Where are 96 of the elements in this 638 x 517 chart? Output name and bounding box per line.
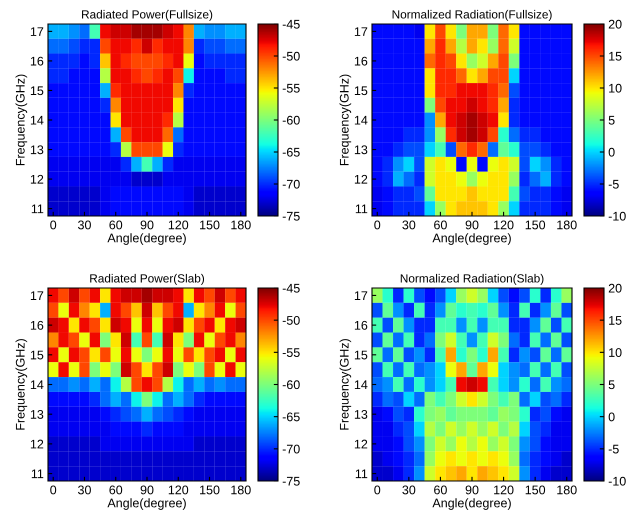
y-tick-label: 13 [354, 410, 368, 419]
color-bar-label: -75 [282, 212, 300, 221]
x-axis-title: Angle(degree) [432, 233, 511, 245]
x-tick-label: 120 [168, 485, 188, 494]
color-bar-label: -70 [282, 444, 300, 454]
chart-title: Normalized Radiation(Fullsize) [392, 10, 552, 21]
y-tick-label: 17 [30, 291, 44, 300]
x-tick-label: 60 [109, 485, 122, 494]
color-bar-label: 5 [608, 380, 615, 390]
y-axis-title: Frequency(GHz) [16, 74, 28, 166]
y-tick-label: 13 [30, 410, 44, 419]
x-tick-label: 120 [168, 220, 188, 230]
y-tick-label: 14 [354, 380, 368, 390]
y-axis-title: Frequency(GHz) [16, 339, 28, 430]
x-tick-label: 60 [109, 220, 122, 230]
color-bar-label: 10 [609, 84, 622, 93]
y-tick-label: 12 [354, 440, 368, 448]
chart-title: Radiated Power(Slab) [90, 274, 204, 285]
x-tick-label: 180 [557, 485, 577, 494]
y-tick-label: 14 [354, 116, 368, 125]
color-bar-label: -75 [282, 476, 300, 486]
y-tick-label: 11 [356, 204, 368, 214]
y-tick-label: 16 [354, 320, 368, 330]
x-tick-label: 180 [231, 485, 251, 494]
y-tick-label: 11 [32, 204, 44, 214]
color-bar-label: -55 [282, 84, 300, 93]
x-tick-label: 0 [50, 220, 56, 230]
y-tick-label: 16 [30, 56, 44, 66]
x-tick-label: 90 [466, 220, 478, 230]
x-tick-label: 180 [557, 220, 577, 230]
x-tick-label: 150 [200, 485, 220, 494]
x-tick-label: 0 [374, 220, 380, 230]
y-tick-label: 17 [30, 27, 44, 36]
y-tick-label: 17 [354, 291, 368, 300]
color-bar-label: -45 [282, 284, 300, 293]
x-tick-label: 30 [78, 220, 91, 230]
y-tick-label: 15 [30, 350, 44, 360]
color-bar-label: -45 [282, 20, 300, 29]
x-tick-label: 0 [374, 485, 380, 494]
y-tick-label: 13 [30, 145, 44, 154]
x-tick-label: 90 [466, 485, 478, 494]
x-tick-label: 90 [140, 485, 154, 494]
color-bar-label: -60 [282, 116, 300, 125]
color-bar-label: 5 [608, 116, 615, 125]
color-bar-label: 20 [608, 284, 622, 293]
color-bar-label: 15 [609, 52, 622, 61]
x-tick-label: 60 [434, 220, 447, 230]
color-bar-label: -60 [282, 380, 300, 390]
x-tick-label: 120 [494, 485, 514, 494]
x-tick-label: 180 [231, 220, 251, 230]
y-tick-label: 12 [354, 174, 368, 184]
x-axis-title: Angle(degree) [107, 498, 186, 510]
y-tick-label: 15 [354, 86, 368, 96]
color-bar-label: -50 [282, 316, 300, 325]
color-bar-label: 0 [608, 148, 615, 157]
y-tick-label: 14 [30, 380, 44, 390]
color-bar-label: -65 [282, 148, 300, 157]
color-bar-label: -55 [282, 348, 300, 357]
x-tick-label: 120 [494, 220, 514, 230]
x-tick-label: 30 [78, 485, 91, 494]
y-tick-label: 12 [30, 440, 44, 448]
x-tick-label: 30 [402, 220, 416, 230]
y-tick-label: 16 [354, 56, 368, 66]
x-tick-label: 150 [526, 485, 546, 494]
y-tick-label: 15 [30, 86, 44, 96]
color-bar-label: 20 [608, 20, 622, 29]
color-bar-label: -5 [608, 180, 619, 189]
x-tick-label: 30 [402, 485, 416, 494]
y-tick-label: 13 [354, 145, 368, 154]
y-axis-title: Frequency(GHz) [340, 339, 352, 430]
y-tick-label: 17 [354, 27, 368, 36]
chart-title: Radiated Power(Fullsize) [82, 10, 212, 21]
color-bar-label: 10 [609, 348, 622, 357]
x-tick-label: 150 [526, 220, 546, 230]
x-tick-label: 0 [50, 485, 56, 494]
color-bar-label: -65 [282, 412, 300, 422]
x-tick-label: 60 [434, 485, 447, 494]
y-tick-label: 11 [356, 470, 368, 478]
color-bar-label: -5 [608, 444, 619, 454]
x-axis-title: Angle(degree) [432, 498, 511, 510]
color-bar-label: 0 [608, 412, 615, 422]
x-tick-label: 90 [140, 220, 154, 230]
y-tick-label: 11 [32, 470, 44, 478]
y-tick-label: 12 [30, 174, 44, 184]
y-tick-label: 14 [30, 116, 44, 125]
chart-title: Normalized Radiation(Slab) [400, 274, 544, 285]
y-tick-label: 15 [354, 350, 368, 360]
x-tick-label: 150 [200, 220, 220, 230]
color-bar-label: -70 [282, 180, 300, 189]
color-bar-label: -10 [608, 212, 626, 221]
y-axis-title: Frequency(GHz) [340, 74, 352, 166]
y-tick-label: 16 [30, 320, 44, 330]
color-bar-label: -50 [282, 52, 300, 61]
color-bar-label: -10 [608, 476, 626, 486]
color-bar-label: 15 [609, 316, 622, 325]
x-axis-title: Angle(degree) [107, 233, 186, 245]
